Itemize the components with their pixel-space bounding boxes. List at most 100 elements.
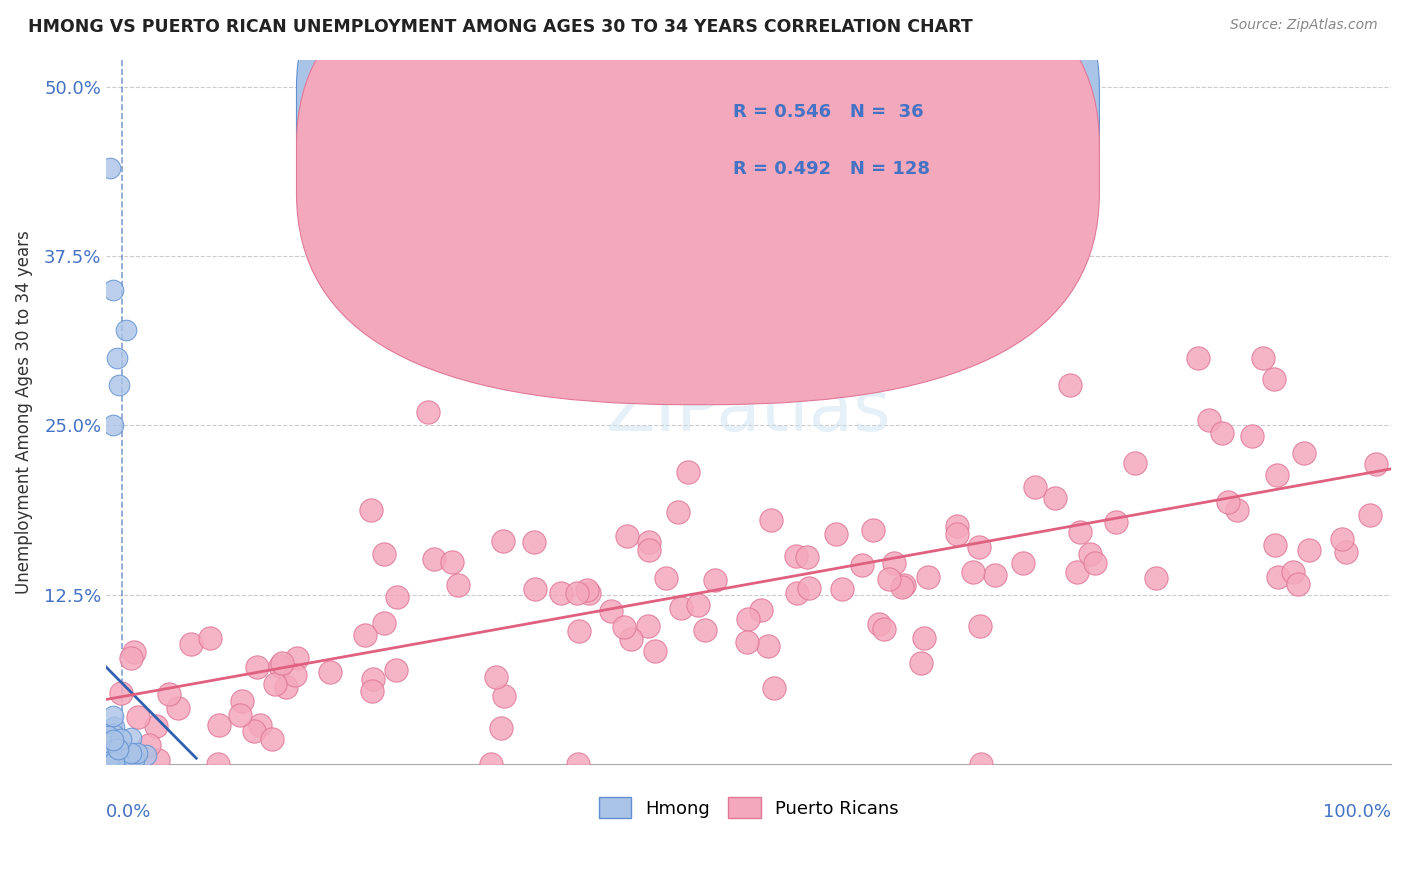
Point xyxy=(97,756,120,770)
Point xyxy=(917,570,939,584)
Point xyxy=(796,549,818,564)
Point xyxy=(242,723,264,738)
Point xyxy=(283,667,305,681)
Point xyxy=(319,665,342,679)
Point xyxy=(1123,456,1146,470)
Point xyxy=(637,619,659,633)
Point xyxy=(120,651,142,665)
Point xyxy=(1360,508,1382,522)
Point xyxy=(108,744,131,758)
Point xyxy=(120,731,142,745)
Point xyxy=(758,640,780,654)
Point xyxy=(550,586,572,600)
Point xyxy=(786,586,808,600)
Point xyxy=(157,687,180,701)
Text: R = 0.546   N =  36: R = 0.546 N = 36 xyxy=(734,103,924,121)
Point xyxy=(984,567,1007,582)
Point xyxy=(101,747,124,762)
Point xyxy=(851,558,873,573)
Text: R = 0.492   N = 128: R = 0.492 N = 128 xyxy=(734,160,931,178)
Text: 0.0%: 0.0% xyxy=(107,803,152,821)
Point xyxy=(862,524,884,538)
Point xyxy=(101,708,124,723)
Point xyxy=(1334,544,1357,558)
Point xyxy=(1084,556,1107,570)
Point xyxy=(644,644,666,658)
Point xyxy=(1251,351,1274,365)
Point xyxy=(1226,503,1249,517)
Point xyxy=(229,707,252,722)
Text: Source: ZipAtlas.com: Source: ZipAtlas.com xyxy=(1230,18,1378,32)
Point xyxy=(946,519,969,533)
Point xyxy=(831,582,853,596)
Point xyxy=(98,161,121,175)
Point xyxy=(264,677,287,691)
Point xyxy=(198,632,221,646)
Point xyxy=(269,658,291,673)
Point xyxy=(1059,377,1081,392)
Point xyxy=(523,535,546,549)
Point xyxy=(354,628,377,642)
Point xyxy=(1292,446,1315,460)
Point xyxy=(1024,480,1046,494)
Point xyxy=(361,684,384,698)
Point xyxy=(1286,576,1309,591)
Point xyxy=(613,620,636,634)
Point xyxy=(361,672,384,686)
Point xyxy=(1011,556,1033,570)
Point xyxy=(440,555,463,569)
Point xyxy=(868,617,890,632)
Point xyxy=(994,256,1017,270)
Point xyxy=(893,578,915,592)
Point xyxy=(676,465,699,479)
Legend: Hmong, Puerto Ricans: Hmong, Puerto Ricans xyxy=(592,790,905,825)
Point xyxy=(1066,565,1088,579)
Point xyxy=(231,694,253,708)
Point xyxy=(638,543,661,558)
Point xyxy=(1078,548,1101,562)
Point xyxy=(249,717,271,731)
FancyBboxPatch shape xyxy=(297,0,1099,349)
Point xyxy=(567,756,589,771)
Point xyxy=(385,591,408,605)
Point xyxy=(1264,538,1286,552)
Point xyxy=(912,632,935,646)
Point xyxy=(890,580,912,594)
Point xyxy=(491,721,513,735)
Point xyxy=(120,746,142,760)
Point xyxy=(827,215,849,229)
Point xyxy=(1267,570,1289,584)
Point xyxy=(98,739,121,754)
Point xyxy=(98,744,121,758)
Point xyxy=(101,418,124,433)
Point xyxy=(207,756,229,771)
Point xyxy=(877,572,900,586)
Point xyxy=(637,535,659,549)
Point xyxy=(824,527,846,541)
Point xyxy=(124,645,146,659)
Point xyxy=(97,747,120,762)
Point xyxy=(763,681,786,695)
Point xyxy=(759,513,782,527)
Point xyxy=(103,755,125,769)
Point xyxy=(103,727,125,741)
Point xyxy=(127,746,149,760)
Point xyxy=(111,743,134,757)
Point xyxy=(967,541,990,555)
Point xyxy=(970,756,993,771)
Point xyxy=(107,745,129,759)
Point xyxy=(110,731,132,746)
Point xyxy=(287,651,309,665)
Point xyxy=(523,582,546,597)
Point xyxy=(1282,565,1305,579)
Point xyxy=(416,405,439,419)
Point xyxy=(103,720,125,734)
Point xyxy=(122,753,145,767)
Point xyxy=(373,615,395,630)
Point xyxy=(423,552,446,566)
Point xyxy=(97,752,120,766)
Point xyxy=(686,598,709,612)
Point xyxy=(969,618,991,632)
Point xyxy=(103,750,125,764)
Point xyxy=(1240,429,1263,443)
